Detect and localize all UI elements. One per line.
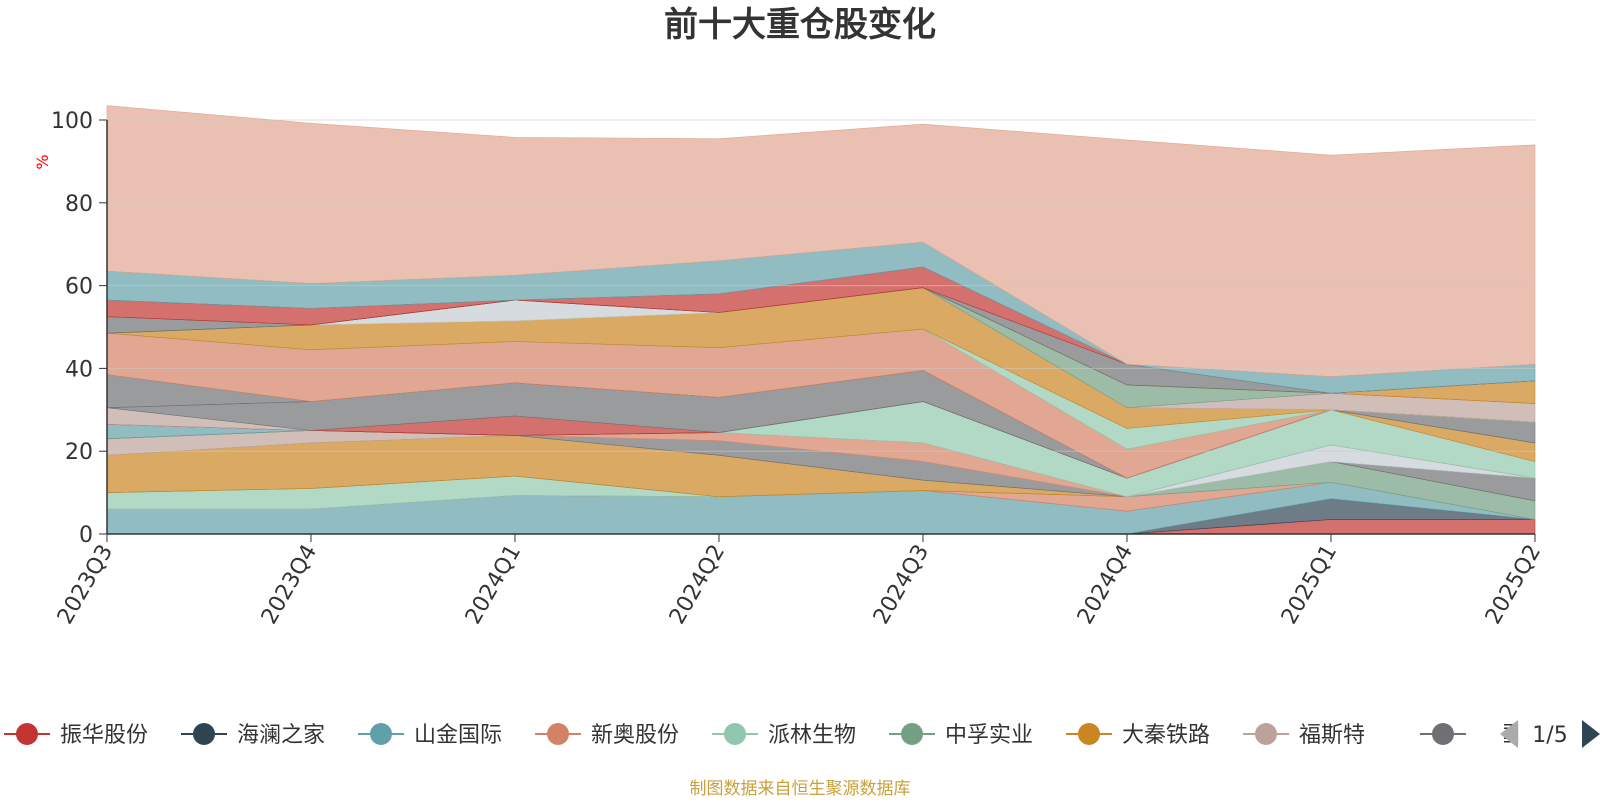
- legend-label: 大秦铁路: [1122, 723, 1210, 748]
- chart-title: 前十大重仓股变化: [664, 5, 936, 45]
- legend-item[interactable]: 派林生物: [712, 723, 856, 748]
- legend-marker-icon: [1255, 723, 1277, 745]
- x-tick-label: 2023Q4: [257, 541, 322, 629]
- x-tick-label: 2024Q3: [869, 541, 934, 629]
- data-source-footer: 制图数据来自恒生聚源数据库: [690, 779, 911, 799]
- prev-page-icon[interactable]: [1500, 720, 1518, 748]
- x-tick-label: 2025Q2: [1481, 541, 1546, 629]
- legend-item[interactable]: 福斯特: [1243, 723, 1365, 748]
- next-page-icon[interactable]: [1582, 720, 1600, 748]
- y-tick-label: 80: [65, 192, 93, 217]
- y-axis-label: %: [33, 154, 52, 169]
- legend-page-indicator: 1/5: [1532, 723, 1567, 748]
- legend-marker-icon: [193, 723, 215, 745]
- legend-label: 中孚实业: [945, 723, 1033, 748]
- x-tick-label: 2024Q4: [1073, 541, 1138, 629]
- legend-label: 海澜之家: [237, 723, 325, 748]
- legend-item[interactable]: 振华股份: [4, 723, 148, 748]
- x-tick-label: 2024Q1: [461, 541, 526, 629]
- legend-label: 新奥股份: [591, 723, 679, 748]
- legend-label: 山金国际: [414, 723, 502, 748]
- legend-label: 振华股份: [60, 723, 148, 748]
- legend-marker-icon: [1432, 723, 1454, 745]
- area-series-29[interactable]: [106, 105, 1536, 377]
- legend-marker-icon: [901, 723, 923, 745]
- legend-marker-icon: [724, 723, 746, 745]
- legend-label: 派林生物: [768, 723, 856, 748]
- legend-item[interactable]: 海澜之家: [181, 723, 325, 748]
- legend-item[interactable]: 新奥股份: [535, 723, 679, 748]
- legend-item[interactable]: 山金国际: [358, 723, 502, 748]
- y-tick-label: 20: [65, 440, 93, 465]
- legend-marker-icon: [547, 723, 569, 745]
- legend-marker-icon: [370, 723, 392, 745]
- plot-area: [106, 105, 1536, 535]
- y-tick-label: 60: [65, 275, 93, 300]
- x-tick-label: 2024Q2: [665, 541, 730, 629]
- x-tick-label: 2023Q3: [53, 541, 118, 629]
- legend-clip-mask: [1478, 712, 1504, 756]
- legend-item[interactable]: 中孚实业: [889, 723, 1033, 748]
- y-tick-label: 100: [51, 109, 93, 134]
- legend-label: 福斯特: [1299, 723, 1365, 748]
- legend-marker-icon: [16, 723, 38, 745]
- y-tick-label: 40: [65, 357, 93, 382]
- legend-marker-icon: [1078, 723, 1100, 745]
- x-tick-label: 2025Q1: [1277, 541, 1342, 629]
- legend-item[interactable]: 大秦铁路: [1066, 723, 1210, 748]
- y-tick-label: 0: [79, 523, 93, 548]
- legend-pager[interactable]: 1/5: [1478, 712, 1600, 756]
- legend[interactable]: 振华股份海澜之家山金国际新奥股份派林生物中孚实业大秦铁路福斯特中国1/5: [4, 712, 1600, 756]
